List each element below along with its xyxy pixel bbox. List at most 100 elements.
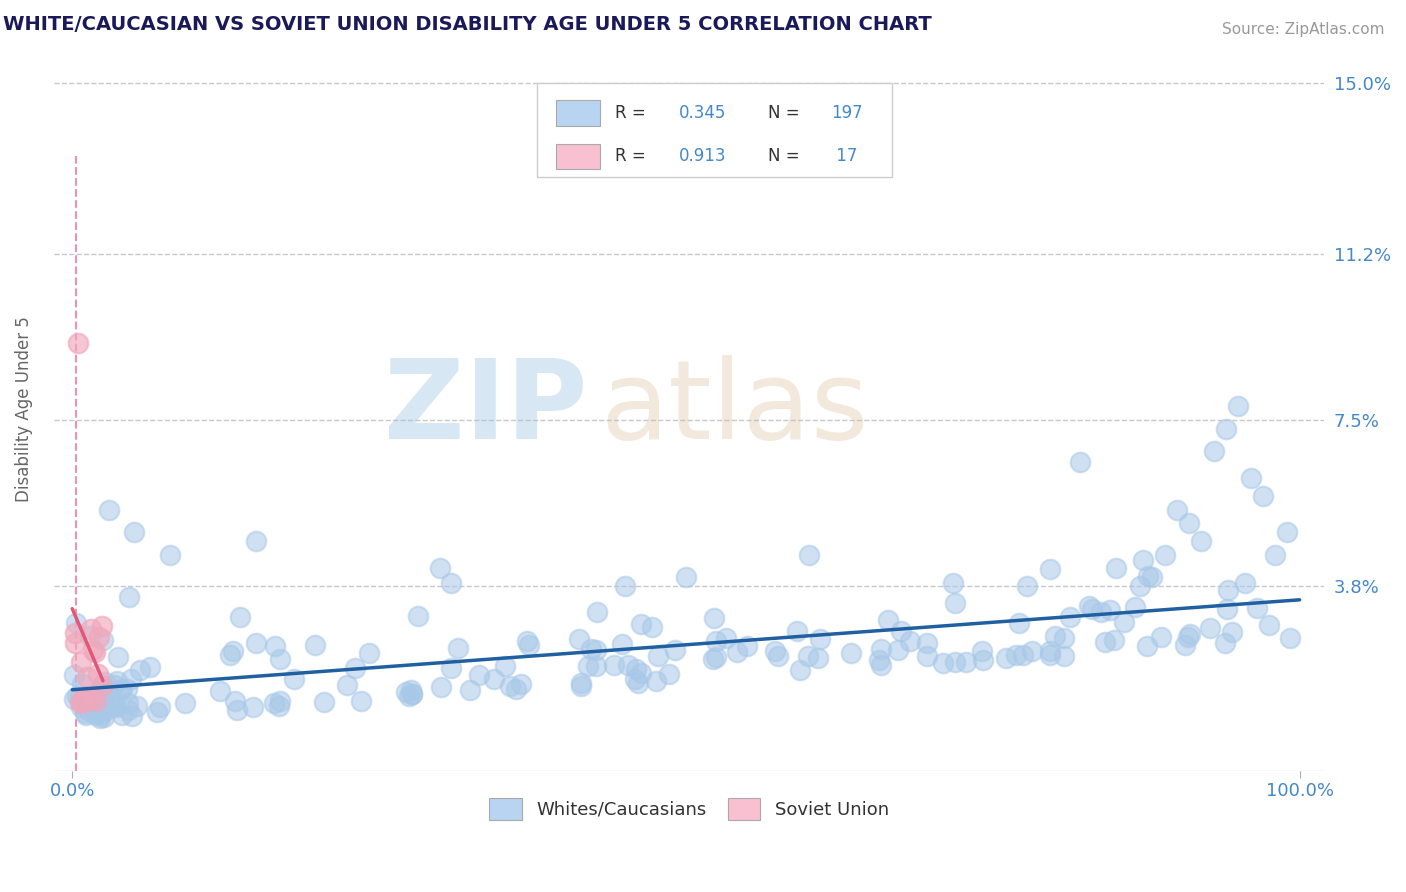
Point [245,534,267,549]
Text: ZIP: ZIP [384,355,588,462]
Point [1069,455,1091,469]
Point [460,683,482,698]
Point [66,689,89,703]
Point [1059,609,1081,624]
Point [129,663,152,677]
Point [868,653,890,667]
Legend: Whites/Caucasians, Soviet Union: Whites/Caucasians, Soviet Union [482,790,896,827]
Point [90,697,112,711]
Point [1129,579,1152,593]
Point [994,651,1017,665]
Point [1227,400,1250,414]
Point [704,634,727,648]
Point [630,616,652,631]
Point [1166,503,1188,517]
Point [159,548,181,562]
Point [702,651,724,665]
Point [1136,639,1159,653]
Point [1277,525,1299,540]
Point [70,700,93,714]
Point [1004,648,1026,662]
Point [103,698,125,713]
Point [89,688,111,702]
Point [91,679,114,693]
Point [1153,548,1175,562]
Text: 17: 17 [831,147,858,165]
Point [664,643,686,657]
Point [115,681,138,696]
Point [110,682,132,697]
Point [797,648,820,663]
Point [245,636,267,650]
Y-axis label: Disability Age Under 5: Disability Age Under 5 [15,316,32,501]
Point [657,667,679,681]
Point [94,675,117,690]
Point [626,675,648,690]
Point [1008,615,1031,630]
Point [401,687,423,701]
Point [222,644,245,658]
Point [90,619,112,633]
Point [406,609,429,624]
Point [174,696,197,710]
Point [630,665,652,680]
Point [1198,621,1220,635]
Point [900,634,922,648]
Point [121,708,143,723]
Point [91,633,114,648]
Point [63,636,86,650]
Point [970,644,993,658]
Text: 0.345: 0.345 [679,104,727,122]
Point [915,635,938,649]
Point [440,661,463,675]
Point [1039,644,1062,658]
Point [91,682,114,697]
Point [505,681,527,696]
Point [585,658,607,673]
Point [1053,631,1076,645]
Point [603,658,626,673]
Point [571,679,593,693]
Point [1233,576,1256,591]
Point [703,611,725,625]
Point [86,693,108,707]
Point [1090,605,1112,619]
Point [93,709,115,723]
Point [725,645,748,659]
Point [839,646,862,660]
Point [226,702,249,716]
Point [704,650,727,665]
Point [118,590,141,604]
Point [398,689,420,703]
Point [1177,631,1199,645]
Point [79,629,101,643]
Point [94,702,117,716]
Point [579,642,602,657]
Point [83,645,105,659]
Point [117,703,139,717]
Point [810,632,832,647]
Point [127,698,149,713]
Point [877,613,900,627]
Point [229,610,252,624]
Point [943,655,966,669]
Point [1189,534,1212,549]
Point [1251,489,1274,503]
Point [350,694,373,708]
Point [80,622,103,636]
Point [84,708,107,723]
Point [120,672,142,686]
Point [76,670,98,684]
Point [69,690,91,704]
Point [90,704,112,718]
Point [336,678,359,692]
Point [122,525,145,540]
Point [75,689,97,703]
Point [77,704,100,718]
Point [264,639,287,653]
Point [218,648,240,663]
Bar [555,144,600,169]
Text: atlas: atlas [600,355,869,462]
Point [1080,602,1102,616]
Point [269,652,291,666]
